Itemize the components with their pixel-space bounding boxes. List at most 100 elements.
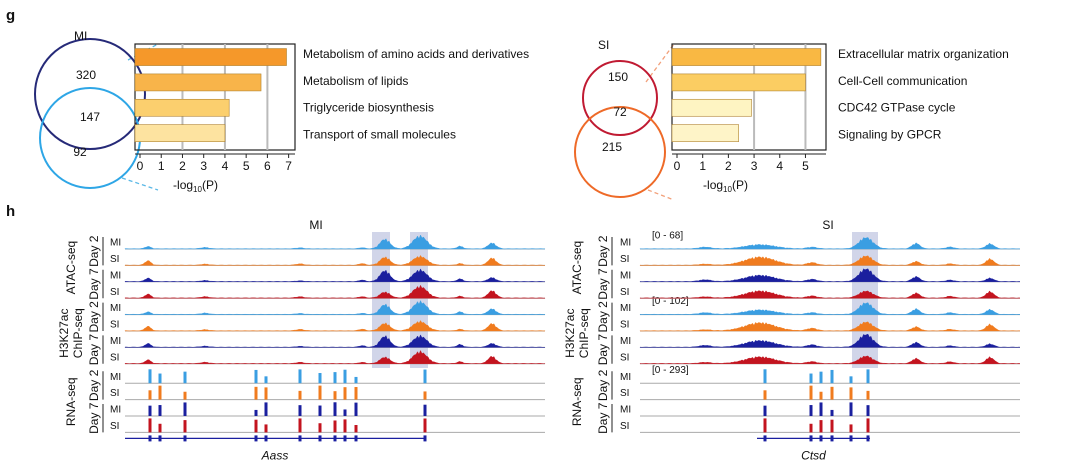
x-tick-label: 4 — [776, 159, 783, 173]
rna-signal — [264, 376, 268, 384]
assay-label: ATAC-seq — [570, 241, 584, 295]
rna-signal — [354, 376, 358, 384]
rna-signal — [318, 373, 322, 384]
rna-signal — [264, 387, 268, 400]
axis-label-part: 10 — [193, 185, 202, 194]
signal-track — [639, 290, 1021, 299]
exon — [830, 435, 834, 442]
exon — [318, 435, 322, 442]
x-tick-label: 5 — [802, 159, 809, 173]
rna-signal — [763, 405, 767, 416]
plot-frame — [671, 43, 827, 151]
signal-track — [639, 355, 1021, 365]
rna-signal — [148, 369, 152, 384]
rna-signal — [158, 423, 162, 433]
rna-signal — [423, 418, 427, 433]
venn-count: 92 — [73, 145, 87, 159]
sample-label: SI — [620, 388, 629, 399]
x-tick-label: 2 — [725, 159, 732, 173]
sample-label: SI — [620, 320, 629, 331]
exon — [849, 435, 853, 442]
x-tick-label: 1 — [699, 159, 706, 173]
rna-signal — [343, 409, 347, 416]
category-label: Extracellular matrix organization — [838, 47, 1009, 61]
sample-label: SI — [620, 287, 629, 298]
assay-label: H3K27ac — [57, 309, 71, 358]
exon — [148, 435, 152, 442]
rna-signal — [254, 409, 258, 416]
rna-signal — [354, 387, 358, 400]
rna-signal — [318, 385, 322, 400]
category-label: Cell-Cell communication — [838, 74, 967, 88]
rna-signal — [866, 369, 870, 384]
category-label: Metabolism of lipids — [303, 74, 408, 88]
range-label: [0 - 102] — [652, 296, 689, 307]
day-label: Day 2 — [87, 235, 101, 267]
axis-label-part: (P) — [202, 178, 218, 192]
rna-signal — [423, 404, 427, 416]
sample-label: MI — [110, 303, 121, 314]
sample-label: SI — [110, 287, 119, 298]
rna-signal — [318, 405, 322, 416]
x-tick-label: 0 — [137, 159, 144, 173]
signal-track — [639, 302, 1021, 315]
signal-track — [124, 300, 546, 315]
rna-signal — [148, 418, 152, 433]
bar — [134, 98, 230, 117]
assay-label: ChIP-seq — [577, 308, 591, 358]
rna-signal — [849, 402, 853, 416]
day-label: Day 2 — [87, 301, 101, 333]
x-tick-label: 3 — [751, 159, 758, 173]
rna-signal — [183, 391, 187, 400]
exon — [423, 435, 427, 442]
exon — [354, 435, 358, 442]
category-label: Triglyceride biosynthesis — [303, 101, 434, 115]
day-label: Day 2 — [87, 369, 101, 401]
rna-signal — [158, 385, 162, 400]
rna-signal — [354, 402, 358, 416]
highlight — [410, 232, 428, 368]
venn-circle — [574, 106, 666, 198]
exon — [809, 435, 813, 442]
rna-signal — [819, 371, 823, 384]
range-label: [0 - 68] — [652, 231, 683, 242]
day-label: Day 7 — [87, 402, 101, 434]
rna-signal — [866, 418, 870, 433]
rna-signal — [809, 405, 813, 416]
rna-signal — [763, 369, 767, 384]
rna-signal — [354, 425, 358, 433]
rna-signal — [333, 391, 337, 400]
rna-signal — [254, 369, 258, 384]
signal-track — [124, 350, 546, 365]
venn-count: 72 — [613, 105, 627, 119]
rna-signal — [849, 387, 853, 400]
rna-signal — [264, 424, 268, 433]
day-label: Day 2 — [596, 235, 610, 267]
bar — [671, 48, 822, 66]
day-label: Day 2 — [596, 369, 610, 401]
day-label: Day 7 — [87, 268, 101, 300]
signal-track — [124, 268, 546, 283]
signal-track — [639, 255, 1021, 266]
day-label: Day 7 — [596, 268, 610, 300]
rna-signal — [866, 405, 870, 416]
bar — [134, 48, 287, 66]
rna-signal — [809, 373, 813, 384]
exon — [158, 435, 162, 442]
highlight — [372, 232, 390, 368]
rna-signal — [866, 390, 870, 400]
gene-name: Ctsd — [801, 449, 826, 463]
venn-circle — [34, 38, 146, 150]
sample-label: MI — [110, 372, 121, 383]
sample-label: SI — [110, 254, 119, 265]
exon — [183, 435, 187, 442]
venn-count: 150 — [608, 70, 628, 84]
day-label: Day 2 — [596, 301, 610, 333]
rna-signal — [264, 402, 268, 416]
venn-circle — [39, 87, 141, 189]
rna-signal — [333, 420, 337, 433]
x-tick-label: 6 — [264, 159, 271, 173]
rna-signal — [423, 391, 427, 400]
rna-signal — [333, 372, 337, 384]
